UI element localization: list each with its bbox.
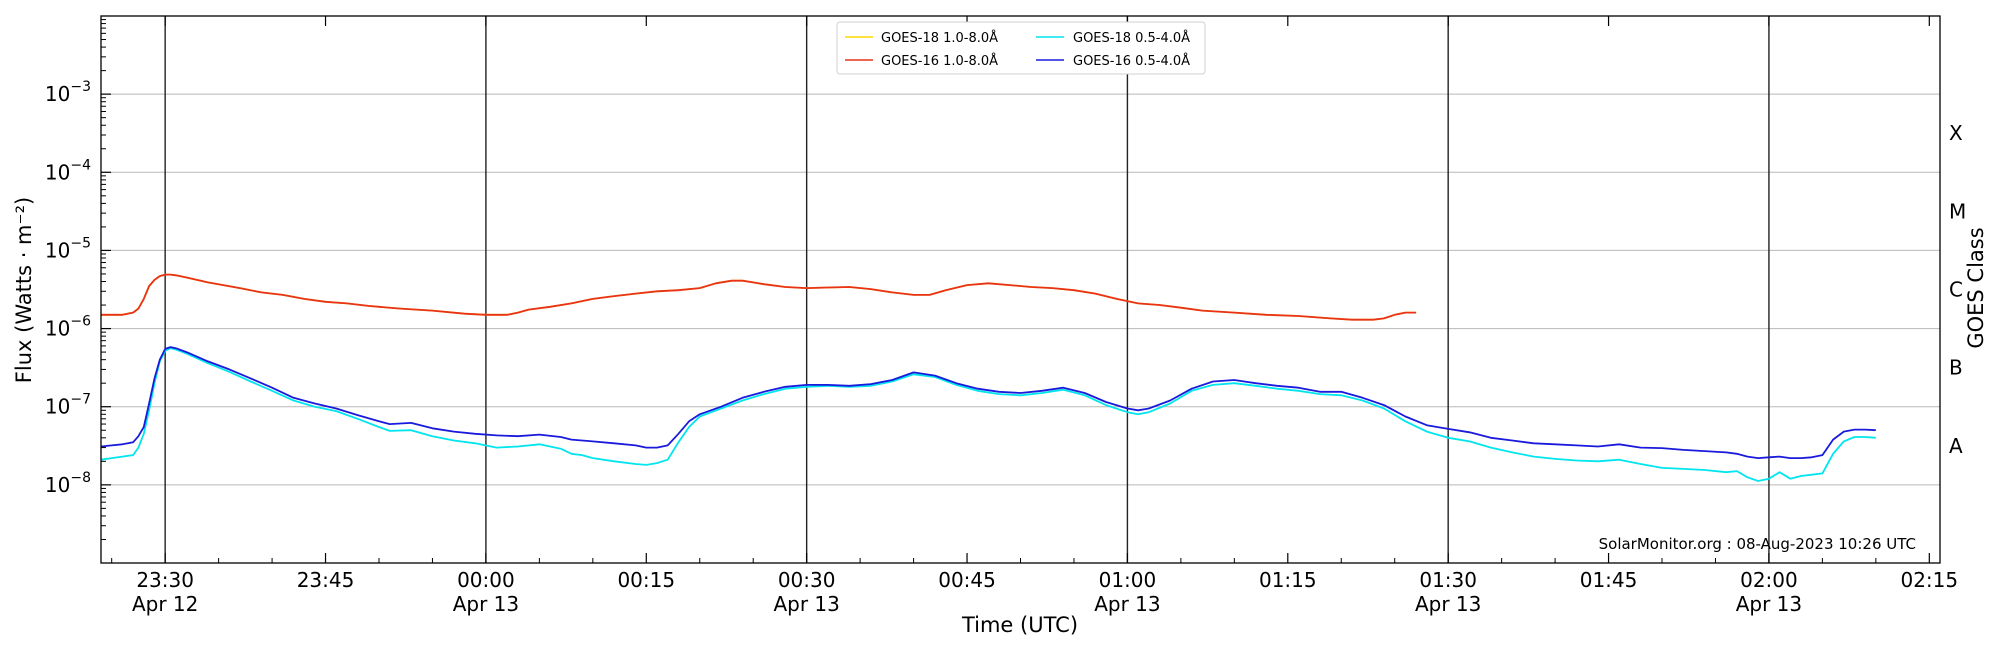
series-lines	[100, 273, 1876, 482]
y-axis-label: Flux (Watts · m⁻²)	[12, 197, 36, 383]
legend-label-goes16-short: GOES-16 0.5-4.0Å	[1073, 53, 1190, 69]
y-tick-label: 10−8	[45, 470, 91, 497]
axis-ticks	[101, 16, 1930, 563]
y2-axis-label: GOES Class	[1964, 227, 1988, 348]
legend: GOES-18 1.0-8.0Å GOES-16 1.0-8.0Å GOES-1…	[836, 21, 1206, 75]
x-tick-date-label: Apr 13	[1415, 592, 1481, 616]
x-tick-time-label: 02:00	[1740, 568, 1798, 592]
legend-label-goes16-long: GOES-16 1.0-8.0Å	[881, 53, 998, 69]
series-line	[100, 347, 1876, 482]
x-tick-date-label: Apr 13	[453, 592, 519, 616]
y-tick-label: 10−4	[45, 157, 91, 184]
x-tick-time-label: 23:45	[297, 568, 355, 592]
x-tick-date-label: Apr 12	[132, 592, 198, 616]
goes-class-label: B	[1949, 356, 1963, 380]
y-tick-label: 10−7	[45, 392, 91, 419]
y-tick-label: 10−3	[45, 79, 91, 106]
x-tick-time-label: 01:00	[1099, 568, 1157, 592]
series-line	[100, 346, 1876, 459]
x-tick-time-label: 23:30	[136, 568, 194, 592]
x-tick-date-label: Apr 13	[1094, 592, 1160, 616]
goes-class-label: X	[1949, 121, 1963, 145]
goes-class-label: M	[1949, 199, 1966, 223]
plot-frame	[100, 15, 1941, 564]
x-axis-label: Time (UTC)	[961, 613, 1078, 637]
credit-text: SolarMonitor.org : 08-Aug-2023 10:26 UTC	[1599, 535, 1916, 553]
y-tick-label: 10−6	[45, 314, 91, 341]
x-tick-time-label: 00:45	[938, 568, 996, 592]
x-tick-date-label: Apr 13	[773, 592, 839, 616]
x-tick-time-label: 01:15	[1259, 568, 1317, 592]
x-tick-time-label: 01:30	[1419, 568, 1477, 592]
grid-lines	[101, 93, 1940, 486]
legend-box	[836, 21, 1206, 75]
goes-class-label: C	[1949, 278, 1963, 302]
legend-label-goes18-short: GOES-18 0.5-4.0Å	[1073, 30, 1190, 46]
y-tick-label: 10−5	[45, 235, 91, 262]
hour-markers	[164, 16, 1770, 563]
x-tick-date-label: Apr 13	[1736, 592, 1802, 616]
x-tick-time-label: 00:15	[617, 568, 675, 592]
x-tick-time-label: 01:45	[1580, 568, 1638, 592]
legend-label-goes18-long: GOES-18 1.0-8.0Å	[881, 30, 998, 46]
x-tick-time-label: 00:30	[778, 568, 836, 592]
goes-class-label: A	[1949, 434, 1963, 458]
x-tick-time-label: 00:00	[457, 568, 515, 592]
x-tick-time-label: 02:15	[1900, 568, 1958, 592]
series-line	[101, 273, 1417, 321]
